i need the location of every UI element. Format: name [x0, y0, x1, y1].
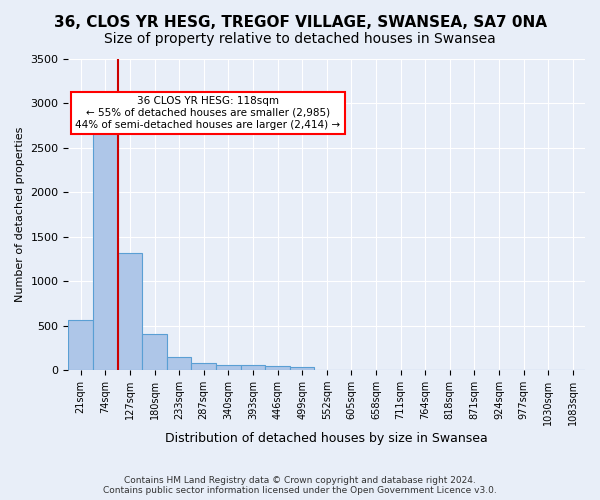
- X-axis label: Distribution of detached houses by size in Swansea: Distribution of detached houses by size …: [166, 432, 488, 445]
- Bar: [93, 112, 118, 370]
- Bar: [191, 363, 216, 370]
- Bar: [118, 253, 142, 370]
- Bar: [290, 366, 314, 370]
- Text: Contains HM Land Registry data © Crown copyright and database right 2024.
Contai: Contains HM Land Registry data © Crown c…: [103, 476, 497, 495]
- Text: 36, CLOS YR HESG, TREGOF VILLAGE, SWANSEA, SA7 0NA: 36, CLOS YR HESG, TREGOF VILLAGE, SWANSE…: [53, 15, 547, 30]
- Bar: [142, 334, 167, 370]
- Text: 36 CLOS YR HESG: 118sqm
← 55% of detached houses are smaller (2,985)
44% of semi: 36 CLOS YR HESG: 118sqm ← 55% of detache…: [76, 96, 340, 130]
- Bar: [68, 320, 93, 370]
- Bar: [241, 365, 265, 370]
- Bar: [167, 357, 191, 370]
- Bar: [265, 366, 290, 370]
- Text: Size of property relative to detached houses in Swansea: Size of property relative to detached ho…: [104, 32, 496, 46]
- Bar: [216, 365, 241, 370]
- Y-axis label: Number of detached properties: Number of detached properties: [15, 127, 25, 302]
